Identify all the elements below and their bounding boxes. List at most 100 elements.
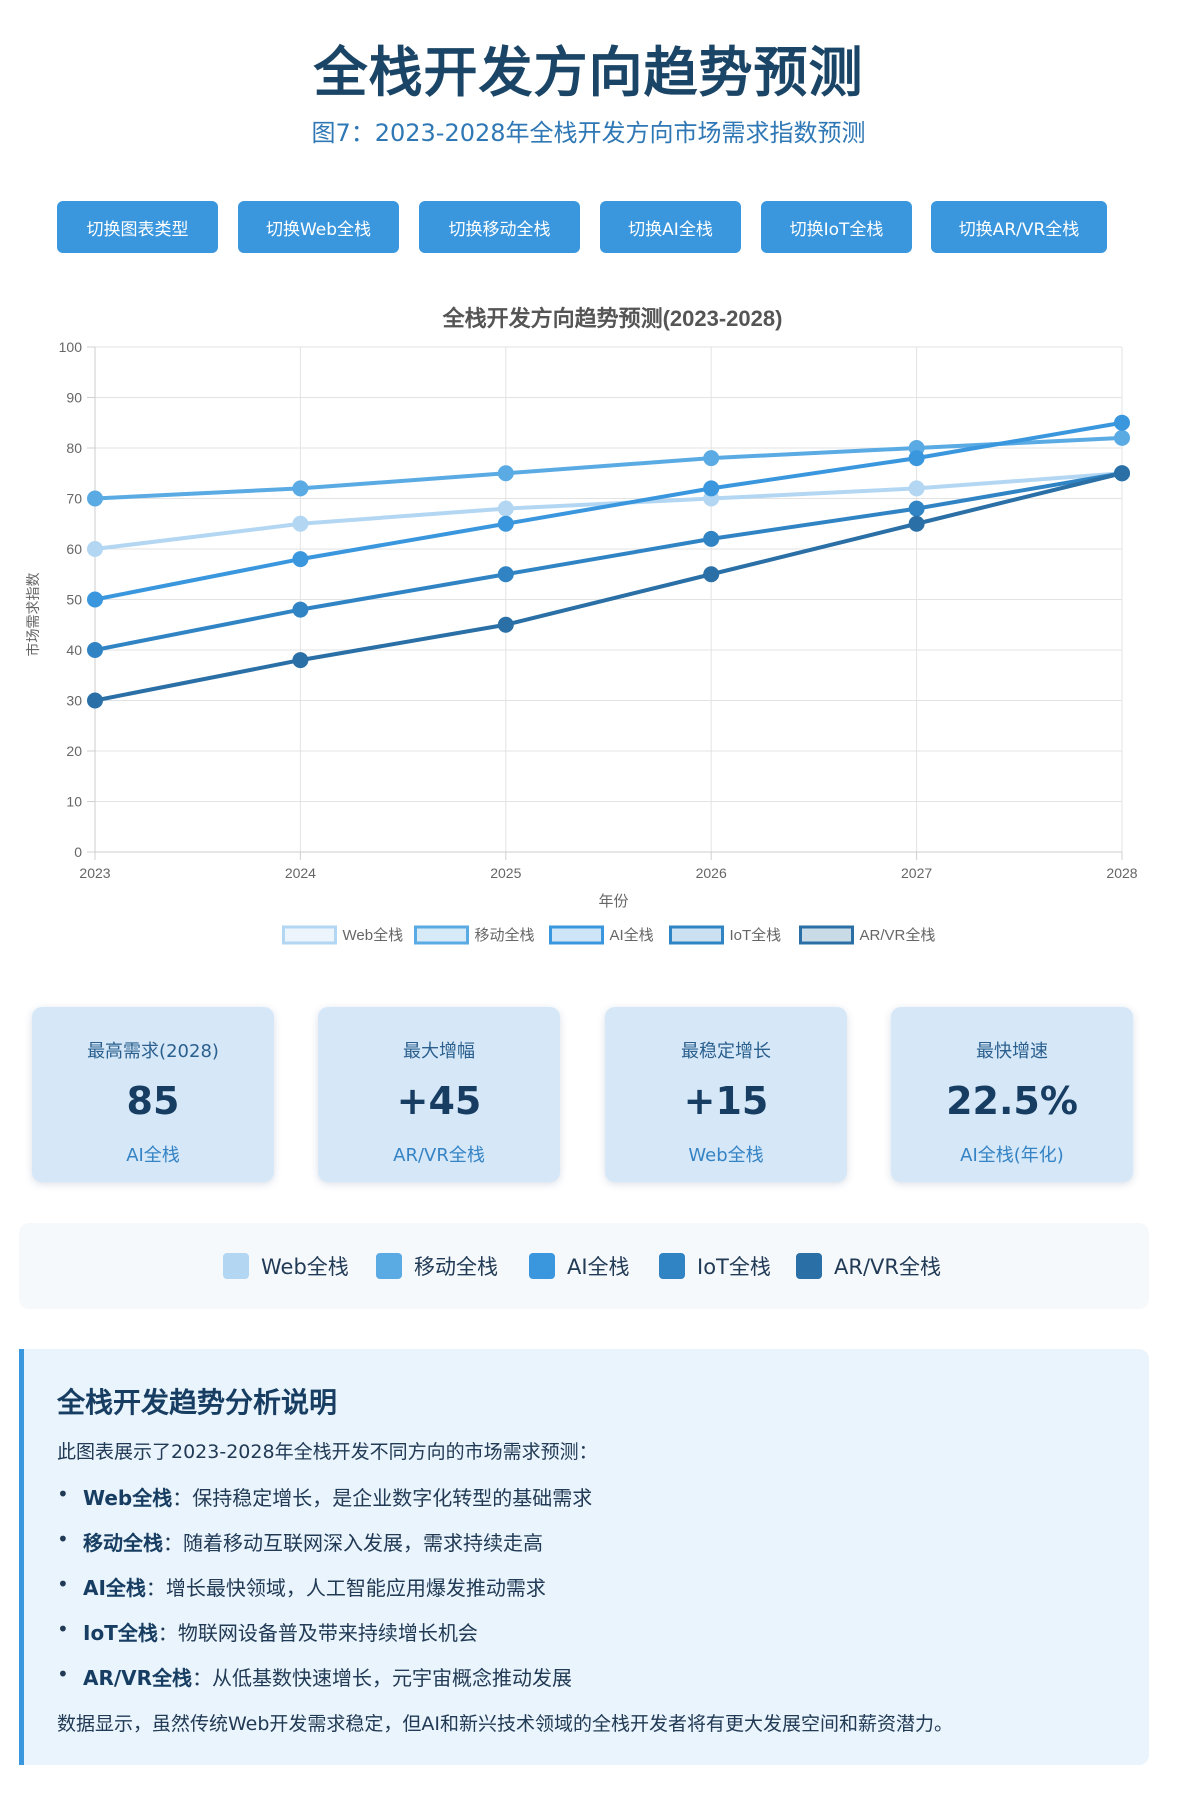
page-title: 全栈开发方向趋势预测 — [313, 41, 864, 104]
series-line — [93, 435, 1124, 501]
legend-label: AR/VR全栈 — [834, 1255, 941, 1279]
list-item: • AI全栈 ：增长最快领域，人工智能应用爆发推动需求 — [57, 1572, 592, 1617]
legend-swatch — [799, 925, 854, 945]
data-point — [497, 616, 514, 633]
page-subtitle: 图7：2023-2028年全栈开发方向市场需求指数预测 — [311, 119, 866, 147]
list-item-term: IoT全栈 — [83, 1621, 158, 1645]
analysis-list: • Web全栈 ：保持稳定增长，是企业数字化转型的基础需求 • 移动全栈 ：随着移动互联… — [57, 1482, 592, 1707]
list-item: • IoT全栈 ：物联网设备普及带来持续增长机会 — [57, 1617, 592, 1662]
y-tick-label: 0 — [74, 844, 82, 860]
list-item-desc: ：从低基数快速增长，元宇宙概念推动发展 — [192, 1666, 573, 1690]
legend-label: Web全栈 — [261, 1255, 349, 1279]
toggle-arvr-fullstack-button[interactable]: 切换AR/VR全栈 — [931, 201, 1107, 253]
stat-value: +45 — [396, 1079, 482, 1123]
toggle-web-fullstack-button[interactable]: 切换Web全栈 — [238, 201, 399, 253]
chart-title: 全栈开发方向趋势预测(2023-2028) — [442, 306, 783, 331]
data-point — [292, 515, 309, 532]
data-point — [908, 480, 925, 497]
y-tick-label: 100 — [59, 339, 83, 355]
data-point — [497, 566, 514, 583]
data-point — [703, 450, 720, 467]
list-item-term: AR/VR全栈 — [83, 1666, 193, 1690]
trend-line-chart: 全栈开发方向趋势预测(2023-2028) 0 10 20 30 40 50 60 70 80 90… — [25, 306, 1138, 945]
toggle-chart-type-button[interactable]: 切换图表类型 — [57, 201, 218, 253]
stat-card-highest-demand: 最高需求(2028) 85 AI全栈 — [32, 1007, 274, 1182]
legend-swatch — [223, 1253, 249, 1279]
analysis-panel: 全栈开发趋势分析说明 此图表展示了2023-2028年全栈开发不同方向的市场需求… — [19, 1349, 1149, 1765]
legend-item-iot: IoT全栈 — [659, 1252, 771, 1280]
series-line — [93, 420, 1124, 602]
stat-value: 85 — [126, 1079, 180, 1123]
legend-item-mobile: 移动全栈 — [376, 1252, 498, 1280]
legend-label: 移动全栈 — [414, 1255, 498, 1279]
stat-card-largest-increase: 最大增幅 +45 AR/VR全栈 — [318, 1007, 560, 1182]
x-tick-label: 2026 — [696, 865, 727, 881]
list-item-desc: ：保持稳定增长，是企业数字化转型的基础需求 — [172, 1486, 593, 1510]
toggle-ai-fullstack-button[interactable]: 切换AI全栈 — [600, 201, 741, 253]
data-point — [703, 566, 720, 583]
bullet: • — [57, 1527, 69, 1551]
x-tick-label: 2024 — [285, 865, 316, 881]
bullet: • — [57, 1482, 69, 1506]
toolbar: 切换图表类型 切换Web全栈 切换移动全栈 切换AI全栈 切换IoT全栈 切换A… — [0, 201, 1177, 253]
series-line — [93, 471, 1124, 551]
list-item-term: 移动全栈 — [83, 1531, 163, 1555]
data-point — [703, 530, 720, 547]
y-tick-label: 20 — [66, 743, 82, 759]
data-point — [497, 515, 514, 532]
y-tick-label: 10 — [66, 794, 82, 810]
x-tick-label: 2023 — [79, 865, 110, 881]
stat-subtitle: Web全栈 — [688, 1145, 764, 1166]
data-point — [908, 450, 925, 467]
list-item-desc: ：随着移动互联网深入发展，需求持续走高 — [163, 1531, 543, 1555]
data-point — [292, 480, 309, 497]
y-tick-label: 40 — [66, 642, 82, 658]
stat-card-most-stable-growth: 最稳定增长 +15 Web全栈 — [605, 1007, 847, 1182]
legend-swatch — [282, 925, 337, 945]
data-point — [292, 551, 309, 568]
data-point — [908, 500, 925, 517]
legend-label: AR/VR全栈 — [860, 926, 936, 944]
data-point — [292, 601, 309, 618]
list-item-desc: ：物联网设备普及带来持续增长机会 — [157, 1621, 478, 1645]
y-tick-label: 50 — [66, 592, 82, 608]
data-point — [87, 591, 103, 608]
legend-item-ai: AI全栈 — [529, 1252, 630, 1280]
data-point — [497, 500, 514, 517]
toggle-iot-fullstack-button[interactable]: 切换IoT全栈 — [761, 201, 912, 253]
x-tick-label: 2025 — [490, 865, 521, 881]
data-point — [1114, 414, 1130, 431]
data-point — [1114, 465, 1130, 482]
list-item-desc: ：增长最快领域，人工智能应用爆发推动需求 — [145, 1576, 546, 1600]
legend-label: IoT全栈 — [697, 1255, 771, 1279]
legend-swatch — [669, 925, 724, 945]
list-item-term: AI全栈 — [83, 1576, 146, 1600]
list-item: • AR/VR全栈 ：从低基数快速增长，元宇宙概念推动发展 — [57, 1662, 592, 1707]
data-point — [87, 642, 103, 658]
legend-swatch — [796, 1253, 822, 1279]
data-point — [908, 515, 925, 532]
series-line — [93, 471, 1124, 703]
legend-label: 移动全栈 — [475, 926, 535, 944]
data-point — [292, 652, 309, 669]
bullet: • — [57, 1662, 69, 1686]
toggle-mobile-fullstack-button[interactable]: 切换移动全栈 — [419, 201, 580, 253]
list-item-term: Web全栈 — [83, 1486, 173, 1510]
x-axis-label: 年份 — [598, 893, 628, 910]
data-point — [87, 692, 103, 709]
analysis-title: 全栈开发趋势分析说明 — [57, 1386, 338, 1419]
analysis-intro: 此图表展示了2023-2028年全栈开发不同方向的市场需求预测： — [57, 1441, 598, 1463]
y-tick-label: 60 — [66, 541, 82, 557]
legend-item-web: Web全栈 — [223, 1252, 349, 1280]
stat-label: 最大增幅 — [403, 1041, 475, 1062]
legend-swatch — [414, 925, 469, 945]
list-item: • 移动全栈 ：随着移动互联网深入发展，需求持续走高 — [57, 1527, 592, 1572]
y-tick-label: 90 — [66, 390, 82, 406]
bullet: • — [57, 1572, 69, 1596]
legend-swatch — [529, 1253, 555, 1279]
stat-subtitle: AI全栈(年化) — [960, 1145, 1064, 1166]
stat-label: 最稳定增长 — [681, 1041, 771, 1062]
legend-swatch — [549, 925, 604, 945]
y-tick-label: 70 — [66, 491, 82, 507]
legend-item-arvr: AR/VR全栈 — [796, 1252, 941, 1280]
